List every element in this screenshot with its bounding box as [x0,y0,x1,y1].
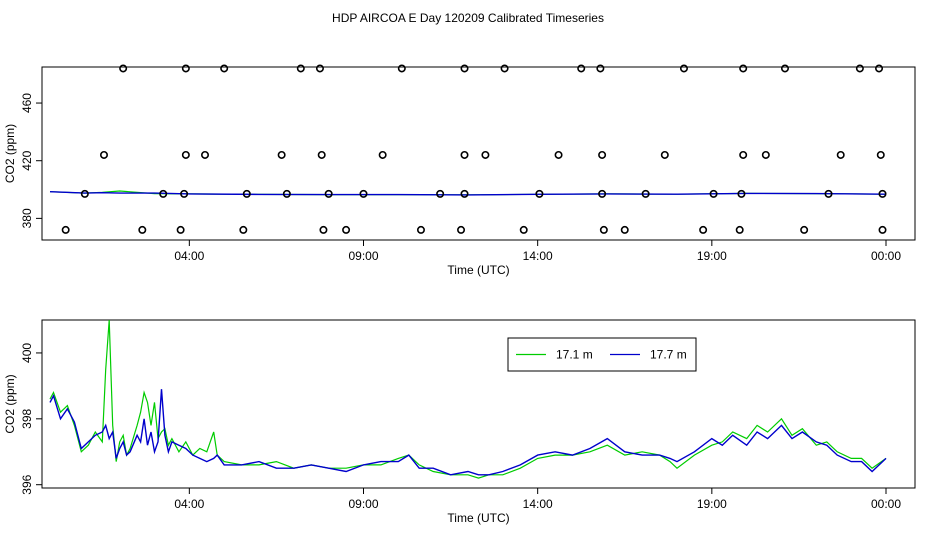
x-tick-label: 04:00 [174,249,204,263]
y-tick-label: 380 [20,208,34,228]
calibration-point [737,189,746,198]
calibration-point [875,64,884,73]
calibration-point [277,150,286,159]
calibration-point [176,225,185,234]
calibration-point [180,189,189,198]
calibration-point [739,150,748,159]
calibration-point [282,189,291,198]
x-tick-label: 09:00 [348,249,378,263]
calibration-point [598,150,607,159]
x-tick-label: 14:00 [523,249,553,263]
y-tick-label: 398 [20,408,34,428]
calibration-point [598,189,607,198]
calibration-point [878,225,887,234]
y-axis-label: CO2 (ppm) [3,374,17,433]
plot-frame [41,319,916,489]
calibration-point [699,225,708,234]
calibration-point [641,189,650,198]
x-tick-label: 00:00 [871,249,901,263]
upper-panel: 04:00 09:00 14:00 19:00 00:00 380 420 460 Time (… [3,64,916,277]
lower-panel: 04:00 09:00 14:00 19:00 00:00 396 398 400 Time (… [3,319,916,525]
legend-label: 17.7 m [650,348,687,362]
calibration-point [577,64,586,73]
calibration-point [397,64,406,73]
calibration-point [457,225,466,234]
x-tick-label: 19:00 [697,497,727,511]
calibration-point [554,150,563,159]
calibration-point [836,150,845,159]
calibration-point [599,225,608,234]
calibration-point [460,150,469,159]
calibration-point [878,189,887,198]
calibration-point [596,64,605,73]
calibration-point [660,150,669,159]
x-axis-label: Time (UTC) [447,263,509,277]
calibration-point [319,225,328,234]
plot-frame [41,66,916,241]
calibration-point [800,225,809,234]
x-tick-label: 19:00 [697,249,727,263]
calibration-point [201,150,210,159]
figure-title: HDP AIRCOA E Day 120209 Calibrated Times… [332,11,604,25]
calibration-point [460,64,469,73]
calibration-point [519,225,528,234]
calibration-point [855,64,864,73]
calibration-point [220,64,229,73]
calibration-point [481,150,490,159]
calibration-point [138,225,147,234]
calibration-point [500,64,509,73]
calibration-point [296,64,305,73]
calibration-point [876,150,885,159]
y-tick-label: 420 [20,150,34,170]
calibration-point [159,189,168,198]
calibration-point [735,225,744,234]
y-tick-label: 396 [20,474,34,494]
calibration-point [824,189,833,198]
calibration-point [315,64,324,73]
calibration-point [181,150,190,159]
calibration-point [709,189,718,198]
calibration-point [679,64,688,73]
legend-label: 17.1 m [556,348,593,362]
series-line [49,389,887,476]
x-tick-label: 14:00 [523,497,553,511]
calibration-point [61,225,70,234]
series-line [49,191,887,196]
calibration-point [460,189,469,198]
calibration-point [99,150,108,159]
x-tick-label: 04:00 [174,497,204,511]
calibration-point [535,189,544,198]
calibration-point [780,64,789,73]
calibration-point [359,189,368,198]
calibration-point [80,189,89,198]
calibration-point [436,189,445,198]
calibration-point [239,225,248,234]
x-tick-label: 00:00 [871,497,901,511]
calibration-point [317,150,326,159]
y-tick-label: 400 [20,343,34,363]
calibration-point [324,189,333,198]
series-line [49,319,887,479]
y-tick-label: 460 [20,93,34,113]
calibration-point [119,64,128,73]
calibration-point [416,225,425,234]
calibration-point [761,150,770,159]
calibration-point [739,64,748,73]
calibration-point [181,64,190,73]
y-axis-label: CO2 (ppm) [3,124,17,183]
calibration-point [342,225,351,234]
x-tick-label: 09:00 [348,497,378,511]
calibration-point [620,225,629,234]
calibration-point [242,189,251,198]
x-axis-label: Time (UTC) [447,511,509,525]
calibration-point [378,150,387,159]
